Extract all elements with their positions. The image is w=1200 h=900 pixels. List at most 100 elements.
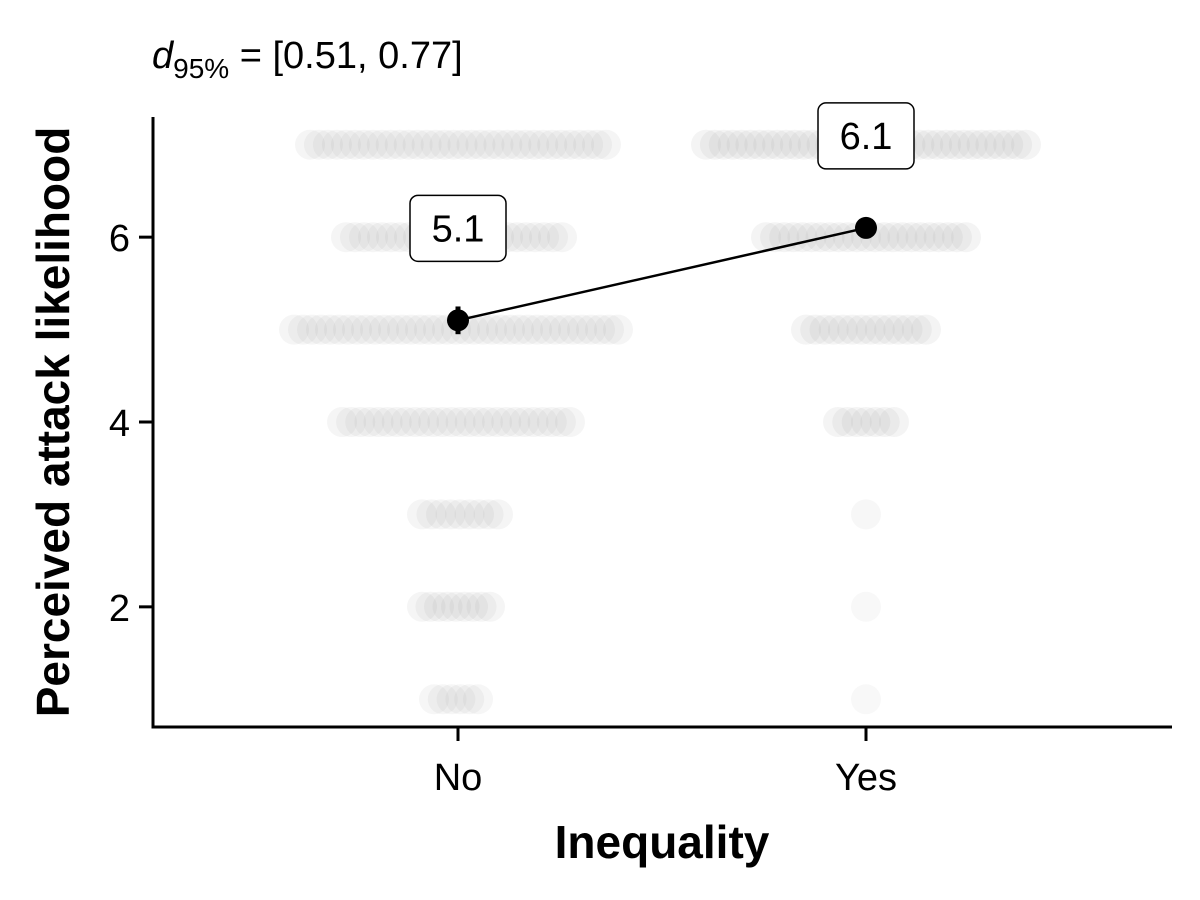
jitter-point <box>463 407 494 437</box>
title-interval: = [0.51, 0.77] <box>229 35 462 77</box>
jitter-point <box>423 314 453 345</box>
jitter-point <box>818 314 849 345</box>
jitter-point <box>420 129 451 160</box>
jitter-point <box>576 314 606 345</box>
jitter-point <box>549 314 579 345</box>
mean-label-box <box>817 102 915 170</box>
jitter-point <box>874 314 905 345</box>
jitter-point <box>384 129 415 160</box>
jitter-point <box>573 129 604 160</box>
jitter-point <box>855 314 886 345</box>
jitter-point <box>333 314 363 345</box>
jitter-point <box>372 407 403 437</box>
jitter-point <box>837 314 868 345</box>
jitter-point <box>892 314 923 345</box>
jitter-point <box>504 314 534 345</box>
jitter-point <box>823 222 854 253</box>
svg-text:d95% = [0.51, 0.77]: d95% = [0.51, 0.77] <box>152 35 463 84</box>
jitter-point <box>883 314 914 345</box>
jitter-point <box>966 129 997 160</box>
jitter-point <box>402 129 433 160</box>
jitter-point <box>396 314 426 345</box>
jitter-point <box>800 314 831 345</box>
jitter-point <box>454 499 485 530</box>
jitter-point <box>708 129 739 160</box>
jitter-point <box>932 222 963 253</box>
jitter-point <box>951 222 981 253</box>
jitter-point <box>555 129 586 160</box>
jitter-point <box>435 499 466 530</box>
jitter-point <box>567 314 597 345</box>
x-tick-label: Yes <box>835 757 897 799</box>
mean-label: 5.1 <box>432 208 485 250</box>
jitter-point <box>975 129 1006 160</box>
jitter-point <box>321 129 352 160</box>
jitter-point <box>585 314 615 345</box>
jitter-point <box>381 407 412 437</box>
means-layer: 5.1 6.1 <box>409 102 915 335</box>
jitter-point <box>547 222 577 253</box>
jitter-point <box>367 222 397 253</box>
jitter-point <box>957 129 988 160</box>
jitter-points <box>279 129 1041 715</box>
jitter-point <box>717 129 748 160</box>
jitter-point <box>832 407 863 437</box>
jitter-point <box>501 129 532 160</box>
mean-label: 6.1 <box>840 116 893 158</box>
jitter-point <box>441 591 471 622</box>
jitter-point <box>509 407 540 437</box>
jitter-point <box>528 129 559 160</box>
jitter-point <box>520 222 550 253</box>
jitter-point <box>913 129 944 160</box>
jitter-point <box>518 407 549 437</box>
jitter-point <box>887 222 918 253</box>
jitter-point <box>315 314 345 345</box>
jitter-point <box>416 499 447 530</box>
jitter-point <box>279 314 309 345</box>
jitter-point <box>363 407 394 437</box>
y-tick-label: 6 <box>109 218 130 260</box>
jitter-point <box>869 407 900 437</box>
jitter-point <box>591 129 621 160</box>
jitter-point <box>376 222 406 253</box>
jitter-point <box>483 129 514 160</box>
jitter-point <box>492 129 523 160</box>
x-axis-title: Inequality <box>555 816 770 868</box>
y-axis-title: Perceived attack likelihood <box>27 127 79 718</box>
jitter-point <box>864 314 895 345</box>
jitter-point <box>400 407 430 437</box>
jitter-point <box>914 222 945 253</box>
jitter-point <box>351 314 381 345</box>
jitter-point <box>330 129 361 160</box>
jitter-point <box>502 222 532 253</box>
jitter-point <box>366 129 397 160</box>
jitter-point <box>306 314 336 345</box>
jitter-point <box>342 314 372 345</box>
jitter-point <box>288 314 318 345</box>
jitter-point <box>827 314 858 345</box>
jitter-point <box>699 129 730 160</box>
jitter-point <box>984 129 1015 160</box>
jitter-point <box>879 407 909 437</box>
jitter-point <box>385 222 415 253</box>
jitter-point <box>445 407 476 437</box>
jitter-point <box>513 314 543 345</box>
jitter-point <box>358 222 388 253</box>
jitter-point <box>1002 129 1033 160</box>
jitter-point <box>851 499 881 530</box>
jitter-point <box>846 314 877 345</box>
jitter-point <box>449 591 480 622</box>
jitter-point <box>312 129 343 160</box>
jitter-point <box>823 407 853 437</box>
jitter-point <box>454 407 485 437</box>
jitter-point <box>415 591 446 622</box>
jitter-point <box>419 684 449 715</box>
jitter-point <box>331 222 361 253</box>
jitter-point <box>939 129 970 160</box>
jitter-point <box>456 129 487 160</box>
jitter-point <box>751 222 781 253</box>
jitter-point <box>536 407 567 437</box>
jitter-point <box>993 129 1024 160</box>
jitter-point <box>558 314 588 345</box>
